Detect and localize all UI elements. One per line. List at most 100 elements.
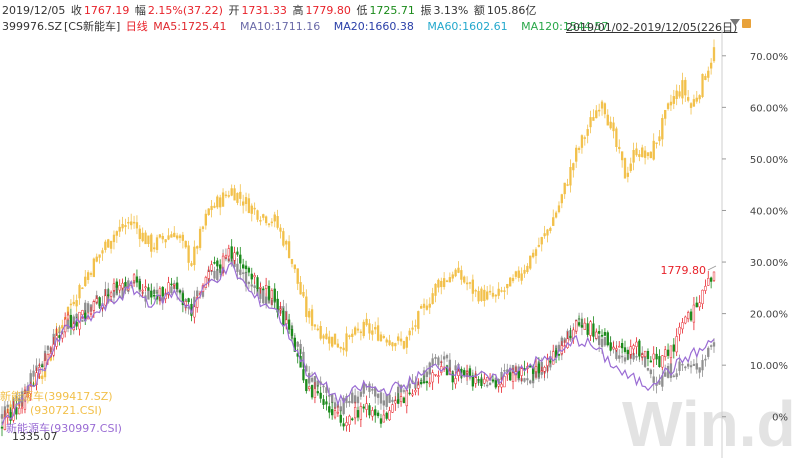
candle-body <box>216 269 219 281</box>
candle-body <box>325 333 328 340</box>
candle-body <box>712 47 716 62</box>
candle-body <box>687 363 690 367</box>
candle-body <box>695 97 698 102</box>
candle-body <box>155 237 159 250</box>
candle-body <box>374 409 377 416</box>
candle-body <box>239 191 242 199</box>
candle-body <box>305 296 308 317</box>
candle-body <box>623 347 627 352</box>
candle-body <box>242 264 245 269</box>
candle-body <box>371 389 374 391</box>
candle-body <box>313 324 317 327</box>
candle-body <box>405 390 408 407</box>
candle-body <box>577 147 581 150</box>
y-tick-label: 20.00% <box>750 310 788 321</box>
candle-body <box>345 422 348 426</box>
candle-body <box>331 409 334 416</box>
candle-body <box>204 213 207 226</box>
candle-body <box>115 281 118 288</box>
candle-body <box>537 363 541 374</box>
candle-body <box>41 365 44 368</box>
candle-body <box>359 391 363 397</box>
candle-body <box>244 265 248 270</box>
candle-body <box>351 392 354 404</box>
candle-body <box>107 239 110 248</box>
candle-body <box>603 332 607 336</box>
candle-body <box>66 314 70 320</box>
candle-body <box>709 345 713 347</box>
candle-body <box>379 418 383 424</box>
candle-body <box>666 349 670 356</box>
dropdown-arrow-icon[interactable] <box>730 19 740 26</box>
candle-body <box>687 97 690 101</box>
candle-body <box>84 276 87 287</box>
candle-body <box>414 389 417 393</box>
candle-body <box>408 383 411 389</box>
candle-body <box>259 220 262 222</box>
candle-body <box>586 323 589 335</box>
candle-body <box>342 347 345 351</box>
candle-body <box>336 343 340 348</box>
candle-body <box>388 340 391 345</box>
candle-body <box>296 341 299 347</box>
candle-body <box>193 306 196 318</box>
candle-body <box>385 339 388 343</box>
candle-body <box>675 90 678 99</box>
candle-body <box>641 354 644 357</box>
candle-body <box>230 246 233 259</box>
candle-body <box>623 357 627 362</box>
candle-body <box>698 95 701 100</box>
candle-body <box>29 386 32 394</box>
index-code: 399976.SZ <box>2 20 63 33</box>
candle-body <box>709 62 713 69</box>
candle-body <box>503 370 506 372</box>
candle-body <box>153 247 156 250</box>
candle-body <box>264 285 268 289</box>
candle-body <box>609 342 612 351</box>
candle-body <box>127 221 130 224</box>
candle-body <box>141 232 144 242</box>
candle-body <box>302 369 305 381</box>
candle-body <box>359 331 363 334</box>
candle-body <box>445 280 449 282</box>
candle-body <box>308 386 311 390</box>
candle-body <box>488 382 492 385</box>
candle-body <box>336 411 340 414</box>
candle-body <box>434 373 437 376</box>
candle-body <box>701 360 704 371</box>
candle-body <box>293 264 296 270</box>
candle-body <box>684 316 687 324</box>
candle-body <box>72 301 75 305</box>
candle-body <box>494 294 497 297</box>
candle-body <box>669 345 673 358</box>
settings-square-icon[interactable] <box>742 19 751 28</box>
candle-body <box>598 335 601 346</box>
candle-body <box>675 336 678 353</box>
candle-body <box>687 312 690 320</box>
y-tick-label: 40.00% <box>750 206 788 217</box>
candle-body <box>486 291 489 300</box>
candle-body <box>704 75 707 80</box>
ma-header: 399976.SZ [CS新能车] 日线 MA5:1725.41 MA10:171… <box>2 18 610 34</box>
candle-body <box>362 321 365 337</box>
candle-body <box>147 290 150 300</box>
candle-body <box>348 415 351 425</box>
change-label: 幅 <box>134 4 146 17</box>
candle-body <box>626 172 630 177</box>
candle-body <box>247 281 251 284</box>
candle-body <box>219 264 222 269</box>
close-value: 1767.19 <box>83 4 130 17</box>
high-label: 高 <box>292 4 304 17</box>
candle-body <box>583 137 586 139</box>
candle-body <box>262 214 265 218</box>
candle-body <box>124 225 127 228</box>
candle-body <box>681 363 684 366</box>
candle-body <box>681 322 684 330</box>
candle-body <box>589 117 592 128</box>
watermark: Win.d <box>622 388 796 458</box>
candle-body <box>641 147 644 158</box>
series-3 <box>0 239 716 437</box>
candle-body <box>486 384 489 387</box>
date-range-label[interactable]: 2019/01/02-2019/12/05(226日) <box>566 21 738 34</box>
candle-body <box>454 365 457 371</box>
